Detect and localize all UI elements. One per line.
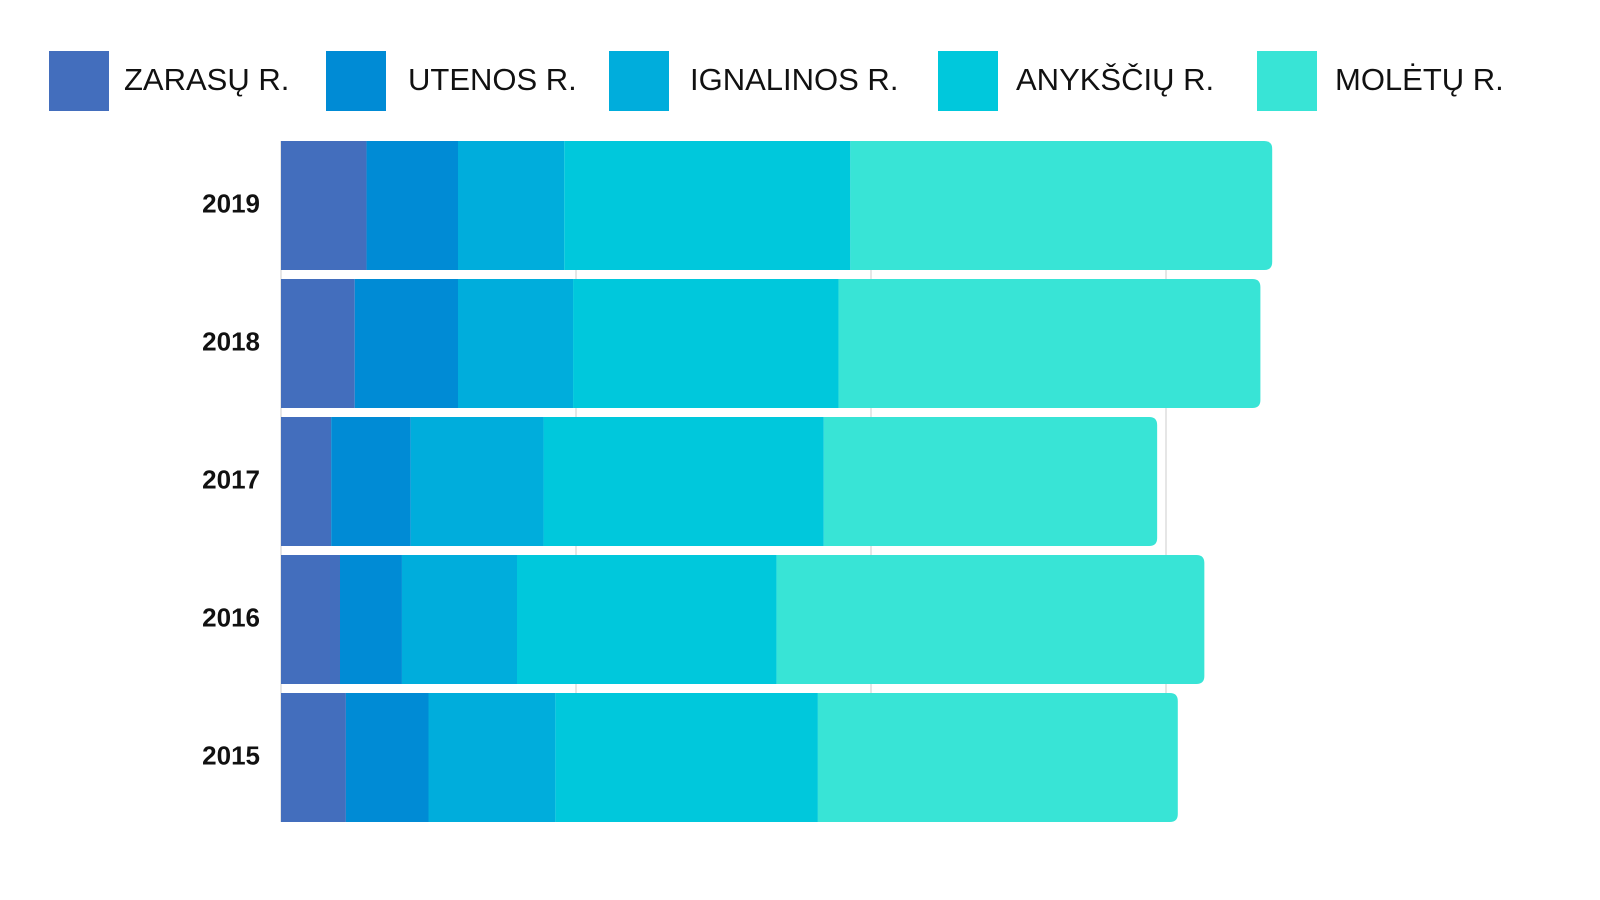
bar-segment [823, 417, 1158, 546]
bar-segment [564, 141, 851, 270]
bar-segment [331, 417, 411, 546]
bar-segment [555, 693, 818, 822]
bar-segment [517, 555, 777, 684]
bar-segment [345, 693, 429, 822]
legend-swatch [1257, 51, 1317, 111]
bar-segment [281, 141, 367, 270]
category-label: 2015 [202, 740, 260, 770]
bar-segment [281, 555, 340, 684]
bar-segment [340, 555, 402, 684]
bar-segment [817, 693, 1178, 822]
bar-segment [573, 279, 839, 408]
bar-segment [458, 279, 574, 408]
legend-label: IGNALINOS R. [690, 62, 898, 97]
bar-segment [281, 279, 355, 408]
legend-swatch [609, 51, 669, 111]
legend-swatch [49, 51, 109, 111]
bar-segment [838, 279, 1261, 408]
bar-segment [410, 417, 544, 546]
bar-segment [543, 417, 824, 546]
legend-swatch [326, 51, 386, 111]
category-label: 2017 [202, 464, 260, 494]
bar-segment [428, 693, 556, 822]
category-label: 2018 [202, 326, 260, 356]
legend-label: UTENOS R. [408, 62, 577, 97]
legend-label: ANYKŠČIŲ R. [1016, 62, 1214, 97]
bar-segment [354, 279, 458, 408]
category-label: 2016 [202, 602, 260, 632]
bar-segment [850, 141, 1273, 270]
category-label: 2019 [202, 188, 260, 218]
bar-segment [776, 555, 1205, 684]
bar-segment [281, 417, 332, 546]
bar-segment [366, 141, 458, 270]
bar-segment [281, 693, 346, 822]
legend-label: MOLĖTŲ R. [1335, 62, 1504, 97]
bar-segment [401, 555, 517, 684]
legend-swatch [938, 51, 998, 111]
bar-segment [458, 141, 565, 270]
legend-label: ZARASŲ R. [124, 62, 289, 97]
